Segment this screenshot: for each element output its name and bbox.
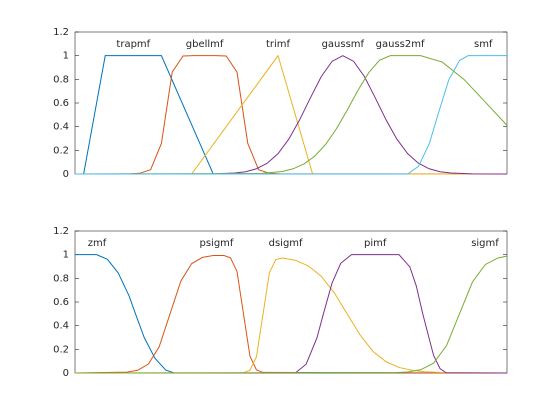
- curve: [74, 254, 508, 374]
- y-tick-label: 0.4: [53, 122, 69, 133]
- y-tick-label: 0.2: [53, 344, 69, 355]
- curve: [74, 55, 508, 175]
- curve: [74, 55, 508, 175]
- curve-label: sigmf: [471, 238, 499, 249]
- curve: [75, 254, 507, 374]
- curve-label: pimf: [364, 238, 387, 249]
- curve-label: gaussmf: [322, 39, 365, 50]
- y-tick-label: 1: [63, 51, 69, 62]
- curve-label: smf: [474, 39, 493, 50]
- y-tick-label: 1.2: [53, 226, 69, 237]
- curve-label: gbellmf: [186, 39, 224, 50]
- curve-label: psigmf: [200, 238, 234, 249]
- y-tick-label: 0.6: [53, 98, 69, 109]
- y-tick-label: 0: [63, 169, 69, 180]
- curve: [75, 55, 507, 175]
- curve-label: gauss2mf: [376, 39, 425, 50]
- axes-box: [74, 31, 508, 175]
- y-tick-label: 0: [63, 368, 69, 379]
- curve: [74, 257, 508, 374]
- y-tick-label: 0.8: [53, 273, 69, 284]
- curve-label: zmf: [88, 238, 107, 249]
- y-tick-label: 1.2: [53, 27, 69, 38]
- y-tick-label: 0.8: [53, 74, 69, 85]
- curve-label: dsigmf: [269, 238, 303, 249]
- curve: [74, 55, 508, 175]
- y-tick-label: 1: [63, 250, 69, 261]
- curve-label: trapmf: [116, 39, 150, 50]
- y-tick-label: 0.6: [53, 297, 69, 308]
- curve: [74, 255, 508, 374]
- y-tick-label: 0.4: [53, 321, 69, 332]
- curve: [75, 55, 507, 175]
- y-tick-label: 0.2: [53, 145, 69, 156]
- curve: [75, 254, 507, 374]
- curve: [75, 54, 507, 175]
- curve-label: trimf: [266, 39, 291, 50]
